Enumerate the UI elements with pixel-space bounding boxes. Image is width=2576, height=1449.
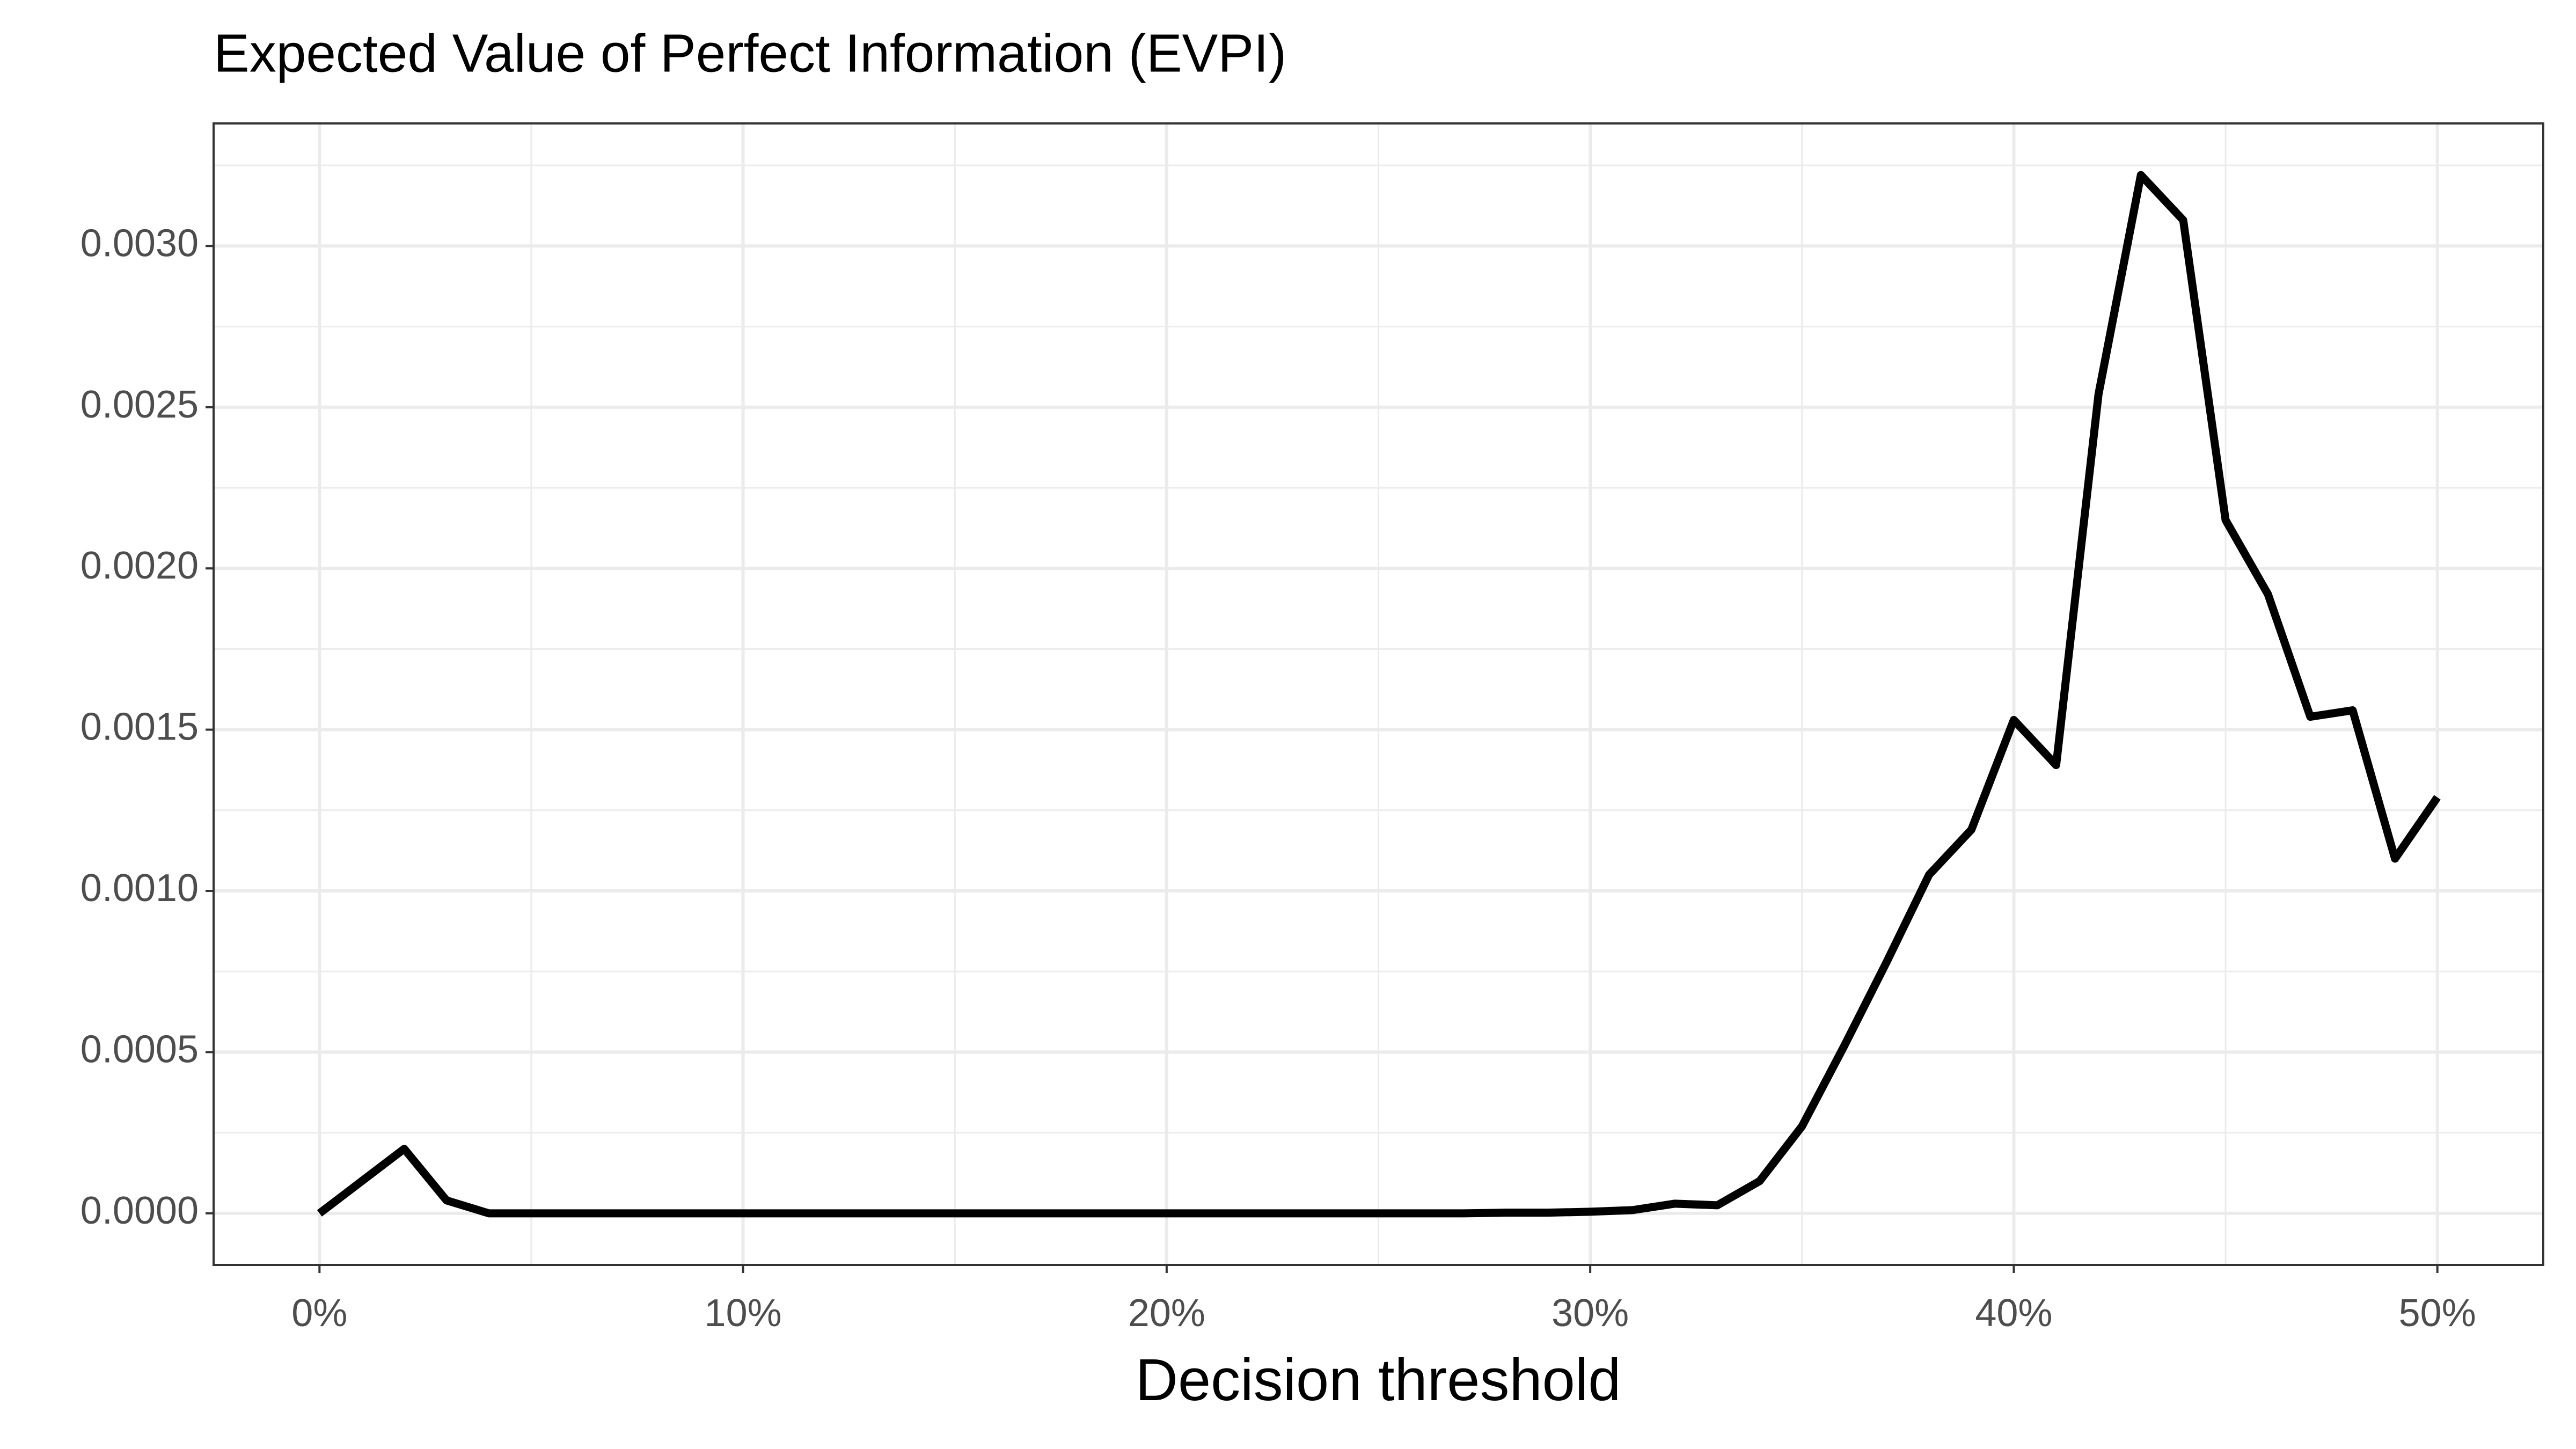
- chart-title: Expected Value of Perfect Information (E…: [214, 23, 1286, 83]
- y-tick-label: 0.0015: [80, 706, 199, 749]
- x-tick-label: 10%: [705, 1292, 782, 1335]
- y-tick-label: 0.0000: [80, 1189, 199, 1232]
- data-line: [317, 171, 2441, 1218]
- y-tick-label: 0.0010: [80, 867, 199, 910]
- x-axis-title: Decision threshold: [1136, 1347, 1621, 1413]
- x-tick-label: 50%: [2399, 1292, 2476, 1335]
- y-tick-label: 0.0025: [80, 383, 199, 426]
- panel-border: [213, 122, 2544, 1266]
- x-tick-label: 0%: [291, 1292, 347, 1335]
- y-tick-label: 0.0030: [80, 222, 199, 265]
- x-tick-label: 30%: [1552, 1292, 1629, 1335]
- y-tick-label: 0.0005: [80, 1028, 199, 1071]
- x-tick-label: 20%: [1128, 1292, 1205, 1335]
- y-tick-label: 0.0020: [80, 544, 199, 587]
- x-tick-label: 40%: [1975, 1292, 2052, 1335]
